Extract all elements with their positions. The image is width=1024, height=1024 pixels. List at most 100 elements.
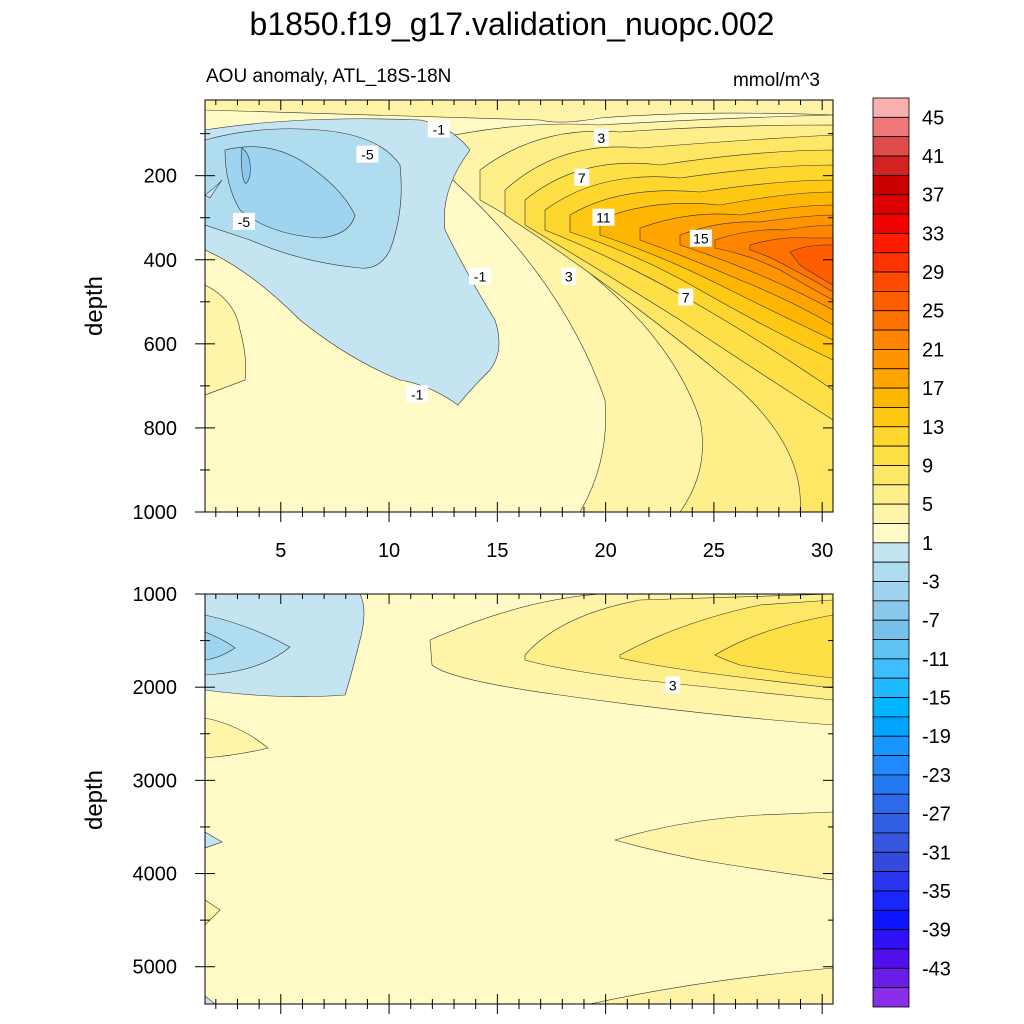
x-tick-label: 5 xyxy=(275,540,286,562)
colorbar-swatch xyxy=(872,793,910,814)
colorbar-swatch xyxy=(872,271,910,292)
colorbar-swatch xyxy=(872,658,910,679)
colorbar-swatch xyxy=(872,851,910,873)
y-tick-label: 3000 xyxy=(133,770,178,792)
colorbar-label: 9 xyxy=(922,455,933,477)
colorbar-swatch xyxy=(872,774,910,795)
colorbar-swatch xyxy=(872,735,910,756)
colorbar-swatch xyxy=(872,542,910,563)
colorbar-label: -11 xyxy=(922,649,949,671)
colorbar-swatch xyxy=(872,426,910,447)
upper-neg-7 xyxy=(240,147,251,184)
upper-neg-surface xyxy=(205,179,223,199)
lower-band-left xyxy=(205,717,269,759)
lower-band-left-deep xyxy=(205,899,221,926)
lower-plot-area xyxy=(205,594,833,1004)
chart-title: b1850.f19_g17.validation_nuopc.002 xyxy=(250,6,775,42)
colorbar-swatch xyxy=(872,581,910,602)
contour-label-bg xyxy=(665,676,681,694)
colorbar-swatch xyxy=(872,755,910,776)
colorbar-label: 1 xyxy=(922,533,933,555)
colorbar-label: -39 xyxy=(922,920,951,942)
contour-label-bg xyxy=(574,168,590,186)
contour-label: -1 xyxy=(433,121,446,137)
colorbar-swatch xyxy=(872,465,910,486)
colorbar-swatch xyxy=(872,368,910,389)
colorbar-swatch xyxy=(872,136,910,157)
upper-band-pos1 xyxy=(205,284,247,396)
colorbar-swatch xyxy=(872,697,910,718)
colorbar-label: 45 xyxy=(922,107,944,129)
colorbar-label: -31 xyxy=(922,842,951,864)
colorbar-swatch xyxy=(872,174,910,196)
contour-label-bg xyxy=(469,267,492,285)
y-tick-label: 600 xyxy=(144,334,177,356)
colorbar: 45 41 37 33 29 25 21 17 13 9 5 1 -3 -7 -11 -15 -19 -23 -27… xyxy=(872,97,951,1008)
colorbar-swatch xyxy=(872,677,910,698)
contour-label: -5 xyxy=(361,147,374,163)
colorbar-swatch xyxy=(872,155,910,176)
colorbar-swatch xyxy=(872,97,910,118)
colorbar-swatch xyxy=(872,716,910,737)
upper-band-surface xyxy=(205,100,833,123)
colorbar-swatch xyxy=(872,561,910,582)
upper-neg-5 xyxy=(224,146,356,239)
x-tick-label: 20 xyxy=(594,540,616,562)
lower-band-bottom xyxy=(589,967,833,1004)
contour-label: 3 xyxy=(669,677,677,693)
colorbar-swatch xyxy=(872,639,910,660)
lower-neg-deep xyxy=(205,831,223,849)
y-tick-label: 2000 xyxy=(133,677,178,699)
contour-label-bg xyxy=(561,267,577,285)
upper-axes: 5 10 15 20 25 30 200 400 600 800 1000 -1 -5 -5 3 7 11 1… xyxy=(133,99,834,562)
y-tick-label: 800 xyxy=(144,418,177,440)
y-tick-label: 4000 xyxy=(133,864,178,886)
upper-left-label: AOU anomaly, ATL_18S-18N xyxy=(206,66,451,87)
y-tick-label: 1000 xyxy=(133,502,178,524)
lower-neg-5 xyxy=(205,631,236,661)
contour-label-bg xyxy=(592,208,615,226)
contour-label-bg xyxy=(593,128,609,146)
colorbar-label: 25 xyxy=(922,301,944,323)
lower-y-axis-label: depth xyxy=(81,770,108,830)
colorbar-swatch xyxy=(872,813,910,834)
colorbar-swatch xyxy=(872,310,910,331)
colorbar-label: 29 xyxy=(922,262,944,284)
contour-label: 3 xyxy=(565,269,573,285)
colorbar-swatch xyxy=(872,407,910,428)
colorbar-label: -15 xyxy=(922,688,951,710)
contour-label-bg xyxy=(427,120,450,138)
x-tick-label: 30 xyxy=(811,540,833,562)
contour-label: -1 xyxy=(474,269,487,285)
colorbar-label: -43 xyxy=(922,958,951,980)
x-tick-label: 10 xyxy=(378,540,400,562)
colorbar-swatch xyxy=(872,213,910,234)
lower-band-deep xyxy=(613,811,833,881)
colorbar-label: -19 xyxy=(922,726,951,748)
colorbar-swatch xyxy=(872,329,910,350)
x-tick-label: 25 xyxy=(703,540,725,562)
contour-label: 15 xyxy=(693,231,709,247)
colorbar-swatch xyxy=(872,890,910,911)
colorbar-label: 17 xyxy=(922,378,944,400)
colorbar-label: -3 xyxy=(922,572,940,594)
colorbar-swatch xyxy=(872,503,910,524)
lower-neg-bottom xyxy=(205,995,216,1004)
contour-label: -5 xyxy=(238,214,251,230)
colorbar-swatch xyxy=(872,600,910,621)
colorbar-label: 21 xyxy=(922,339,944,361)
lower-band-7 xyxy=(714,614,833,679)
colorbar-swatch xyxy=(872,987,910,1008)
colorbar-label: 41 xyxy=(922,146,944,168)
colorbar-swatch xyxy=(872,484,910,505)
upper-right-label: mmol/m^3 xyxy=(733,70,820,91)
colorbar-swatch xyxy=(872,832,910,853)
colorbar-swatch xyxy=(872,619,910,640)
upper-plot-area xyxy=(205,100,833,512)
colorbar-swatch xyxy=(872,194,910,215)
colorbar-label: 5 xyxy=(922,494,933,516)
colorbar-swatch xyxy=(872,387,910,408)
colorbar-swatch xyxy=(872,252,910,273)
contour-label-bg xyxy=(689,229,712,247)
